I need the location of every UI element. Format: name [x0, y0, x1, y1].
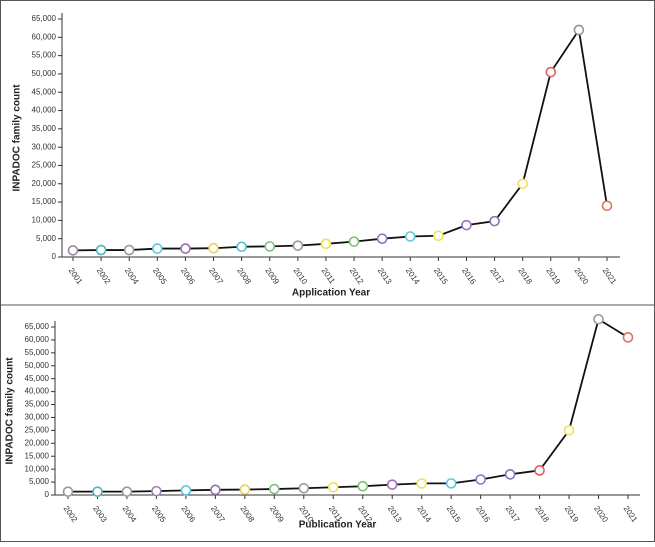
data-point [151, 485, 162, 497]
data-point [269, 483, 280, 495]
y-tick-label: 30,000 [32, 142, 57, 151]
y-tick-label: 20,000 [32, 179, 57, 188]
data-point [357, 480, 369, 492]
data-point [121, 486, 133, 497]
data-point [152, 243, 163, 254]
data-point [517, 178, 528, 190]
x-axis-title: Application Year [292, 288, 370, 299]
data-point [573, 24, 585, 36]
data-point [534, 465, 545, 476]
data-point [563, 425, 575, 436]
data-point [489, 215, 500, 227]
data-point [67, 245, 79, 256]
y-axis-title: INPADOC family count [5, 357, 16, 465]
y-tick-label: 30,000 [25, 413, 50, 422]
y-tick-label: 40,000 [25, 387, 50, 396]
data-point [386, 479, 398, 490]
data-point [210, 484, 221, 496]
data-point [208, 242, 219, 254]
y-tick-label: 55,000 [32, 51, 57, 60]
data-point [622, 332, 634, 343]
y-tick-label: 20,000 [25, 438, 50, 447]
data-point [298, 482, 310, 494]
y-tick-label: 0 [45, 490, 50, 499]
data-point [236, 241, 247, 253]
y-tick-label: 15,000 [25, 451, 50, 460]
data-point [320, 238, 332, 250]
y-tick-label: 50,000 [32, 69, 57, 78]
y-tick-label: 35,000 [25, 400, 50, 409]
data-point [504, 469, 516, 480]
y-tick-label: 40,000 [32, 106, 57, 115]
y-tick-label: 60,000 [25, 335, 50, 344]
y-tick-label: 60,000 [32, 32, 57, 41]
y-tick-label: 25,000 [25, 425, 50, 434]
y-tick-label: 65,000 [25, 322, 50, 331]
data-point [95, 244, 107, 256]
data-point [593, 313, 604, 325]
data-point [416, 478, 427, 489]
data-point [445, 478, 457, 489]
y-tick-label: 10,000 [25, 464, 50, 473]
data-point [376, 233, 388, 244]
data-point [239, 484, 251, 495]
y-tick-label: 35,000 [32, 124, 57, 133]
data-point [180, 243, 191, 254]
y-tick-label: 5,000 [36, 234, 57, 243]
y-tick-label: 50,000 [25, 361, 50, 370]
y-tick-label: 45,000 [25, 374, 50, 383]
y-tick-label: 5,000 [29, 477, 50, 486]
data-point [433, 230, 444, 242]
data-point [123, 244, 135, 256]
data-point [475, 474, 486, 485]
data-point [601, 200, 613, 212]
data-point [327, 481, 339, 493]
y-tick-label: 10,000 [32, 215, 57, 224]
y-tick-label: 0 [52, 252, 57, 261]
y-axis-title: INPADOC family count [12, 84, 23, 192]
data-point [348, 236, 360, 247]
data-point [180, 485, 192, 496]
data-point [292, 240, 304, 251]
y-tick-label: 45,000 [32, 87, 57, 96]
y-tick-label: 15,000 [32, 197, 57, 206]
y-tick-label: 55,000 [25, 348, 50, 357]
data-point [461, 219, 472, 231]
y-tick-label: 65,000 [32, 14, 57, 23]
data-point [62, 486, 74, 497]
x-axis-title: Publication Year [299, 520, 377, 531]
data-point [545, 66, 557, 78]
y-tick-label: 25,000 [32, 161, 57, 170]
data-point [404, 231, 416, 242]
data-point [92, 486, 103, 497]
data-point [264, 241, 276, 252]
